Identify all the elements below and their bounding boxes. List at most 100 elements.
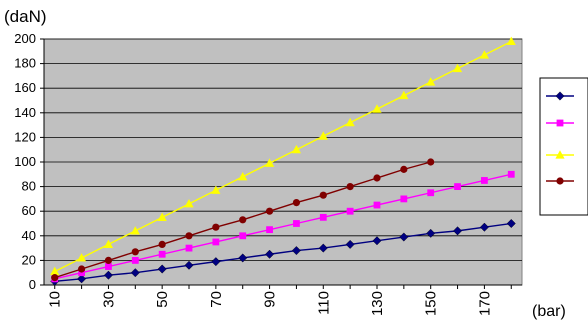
series-1-line bbox=[54, 222, 512, 283]
series-3-point-160 bbox=[452, 63, 463, 73]
y-tick-label-180: 180 bbox=[14, 56, 36, 71]
y-axis-label: (daN) bbox=[4, 7, 47, 26]
legend-entry-2 bbox=[546, 119, 574, 127]
legend-box bbox=[539, 77, 588, 216]
x-tick-label-70: 70 bbox=[208, 291, 225, 308]
y-tick-label-80: 80 bbox=[22, 179, 36, 194]
series-4-point-20 bbox=[77, 265, 86, 273]
series-2-point-180 bbox=[507, 170, 515, 178]
y-tick-label-60: 60 bbox=[22, 203, 36, 218]
y-tick-label-160: 160 bbox=[14, 80, 36, 95]
series-3-point-40 bbox=[130, 226, 140, 235]
series-1-point-110 bbox=[318, 243, 328, 253]
series-4-point-10 bbox=[51, 274, 59, 282]
series-3-point-110 bbox=[318, 131, 328, 140]
x-tick-label-50: 50 bbox=[154, 291, 171, 308]
series-4-point-120 bbox=[346, 183, 354, 191]
legend-entry-2-marker bbox=[556, 119, 564, 127]
series-4-point-70 bbox=[212, 223, 220, 231]
legend-entry-4 bbox=[546, 177, 574, 185]
series-2-point-20 bbox=[78, 269, 85, 277]
series-4 bbox=[51, 158, 435, 282]
axes: 0 20 40 60 80 100 120 140 160 180 200 10 30 50 70 90 110… bbox=[14, 31, 522, 316]
series-3-point-10 bbox=[50, 266, 60, 276]
series-1-point-60 bbox=[184, 260, 194, 270]
series-2-point-150 bbox=[427, 189, 435, 197]
legend-entry-1-marker bbox=[555, 91, 565, 101]
series-3-point-50 bbox=[157, 212, 167, 221]
series-1-point-100 bbox=[291, 246, 301, 256]
series-lines bbox=[50, 36, 516, 286]
series-3-point-150 bbox=[426, 77, 436, 86]
x-tick-label-10: 10 bbox=[47, 291, 64, 308]
series-1-point-160 bbox=[453, 226, 463, 236]
series-2-point-120 bbox=[346, 207, 354, 215]
y-tick-label-140: 140 bbox=[14, 105, 36, 120]
legend-entry-3 bbox=[546, 150, 574, 159]
legend-entry-4-marker bbox=[556, 177, 564, 185]
y-tick-label-120: 120 bbox=[14, 129, 36, 144]
series-3-point-120 bbox=[345, 117, 355, 127]
series-1-point-130 bbox=[372, 236, 382, 246]
series-2-point-50 bbox=[158, 250, 166, 258]
x-tick-label-150: 150 bbox=[423, 291, 440, 316]
x-tick-label-90: 90 bbox=[262, 291, 279, 308]
series-3-point-180 bbox=[506, 36, 516, 46]
series-4-point-90 bbox=[265, 207, 274, 215]
x-tick-label-130: 130 bbox=[369, 291, 386, 316]
series-2-point-110 bbox=[319, 213, 327, 221]
gridlines bbox=[44, 38, 522, 261]
series-1-point-20 bbox=[77, 274, 87, 284]
series-2-point-90 bbox=[266, 226, 273, 234]
series-3-point-20 bbox=[76, 253, 87, 262]
legend-entry-1 bbox=[546, 91, 574, 101]
series-1-point-180 bbox=[506, 219, 516, 228]
series-2 bbox=[51, 170, 515, 283]
series-1-point-30 bbox=[103, 270, 113, 280]
y-tick-label-40: 40 bbox=[22, 228, 36, 243]
legend bbox=[539, 77, 588, 216]
legend-entry-3-marker bbox=[555, 150, 565, 159]
series-3-point-130 bbox=[372, 104, 382, 113]
series-1-point-80 bbox=[238, 253, 248, 263]
series-4-point-80 bbox=[239, 216, 247, 224]
y-tick-label-200: 200 bbox=[14, 31, 36, 46]
series-2-line bbox=[54, 173, 512, 280]
series-3-point-30 bbox=[103, 239, 114, 249]
series-2-point-170 bbox=[481, 177, 488, 184]
series-1-point-50 bbox=[157, 264, 167, 274]
series-1-point-40 bbox=[130, 268, 140, 278]
y-tick-label-0: 0 bbox=[29, 277, 36, 292]
series-4-point-40 bbox=[131, 248, 139, 256]
series-4-point-50 bbox=[158, 240, 166, 249]
series-2-point-40 bbox=[131, 257, 139, 264]
series-3-line bbox=[54, 40, 512, 273]
series-2-point-60 bbox=[185, 244, 193, 252]
series-2-point-160 bbox=[454, 183, 461, 190]
x-axis-label: (bar) bbox=[532, 303, 566, 320]
x-tick-label-30: 30 bbox=[100, 291, 117, 308]
series-4-point-150 bbox=[427, 158, 435, 166]
x-tick-label-110: 110 bbox=[315, 291, 332, 315]
series-1-point-70 bbox=[211, 257, 221, 267]
series-4-point-100 bbox=[292, 198, 301, 207]
series-1-point-120 bbox=[345, 239, 355, 249]
series-3-point-100 bbox=[291, 144, 302, 154]
y-tick-label-20: 20 bbox=[22, 252, 36, 267]
series-4-point-130 bbox=[373, 174, 381, 182]
series-1-point-90 bbox=[265, 249, 275, 259]
series-4-point-110 bbox=[319, 191, 327, 199]
x-tick-label-170: 170 bbox=[476, 291, 493, 316]
series-4-point-60 bbox=[185, 232, 193, 240]
series-3 bbox=[50, 36, 516, 276]
series-2-point-100 bbox=[293, 220, 300, 227]
series-2-point-30 bbox=[105, 263, 112, 270]
series-3-point-80 bbox=[238, 171, 248, 181]
series-1-point-140 bbox=[399, 232, 409, 242]
series-2-point-130 bbox=[373, 201, 381, 209]
y-tick-label-100: 100 bbox=[14, 154, 36, 169]
series-1 bbox=[50, 219, 516, 286]
series-2-point-140 bbox=[400, 195, 408, 203]
